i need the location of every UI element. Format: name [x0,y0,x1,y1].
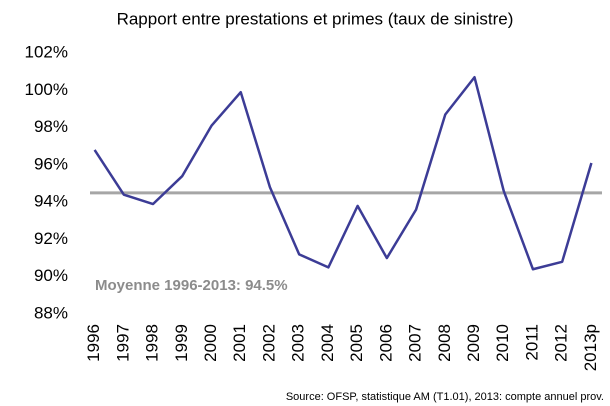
x-tick-label: 2007 [406,324,425,362]
x-tick-label: 2004 [318,324,337,362]
y-tick-label: 96% [34,154,68,173]
x-tick-label: 2012 [552,324,571,362]
x-tick-label: 2008 [435,324,454,362]
x-tick-label: 2000 [201,324,220,362]
x-tick-label: 2009 [464,324,483,362]
x-tick-label: 1998 [143,324,162,362]
y-tick-label: 98% [34,117,68,136]
x-tick-label: 2011 [522,324,541,361]
y-tick-label: 94% [34,192,68,211]
x-tick-label: 1997 [113,324,132,362]
data-line [93,75,593,271]
x-tick-label: 2013p [581,324,600,371]
x-tick-label: 1996 [84,324,103,362]
x-tick-label: 2006 [376,324,395,362]
y-tick-label: 102% [25,42,68,61]
x-tick-label: 1999 [172,324,191,362]
reference-label: Moyenne 1996-2013: 94.5% [95,277,288,294]
x-tick-label: 2003 [289,324,308,362]
x-tick-label: 2002 [259,324,278,362]
y-tick-label: 88% [34,303,68,322]
x-tick-label: 2005 [347,324,366,362]
chart-title: Rapport entre prestations et primes (tau… [117,9,514,28]
y-tick-label: 90% [34,266,68,285]
y-tick-label: 92% [34,229,68,248]
source-note: Source: OFSP, statistique AM (T1.01), 20… [286,391,604,403]
y-tick-label: 100% [25,80,68,99]
x-tick-label: 2001 [230,324,249,362]
x-tick-label: 2010 [493,324,512,362]
